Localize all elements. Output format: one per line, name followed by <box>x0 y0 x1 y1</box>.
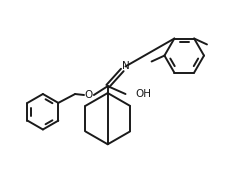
Text: OH: OH <box>135 89 151 99</box>
Text: N: N <box>122 61 129 71</box>
Text: O: O <box>85 90 93 100</box>
